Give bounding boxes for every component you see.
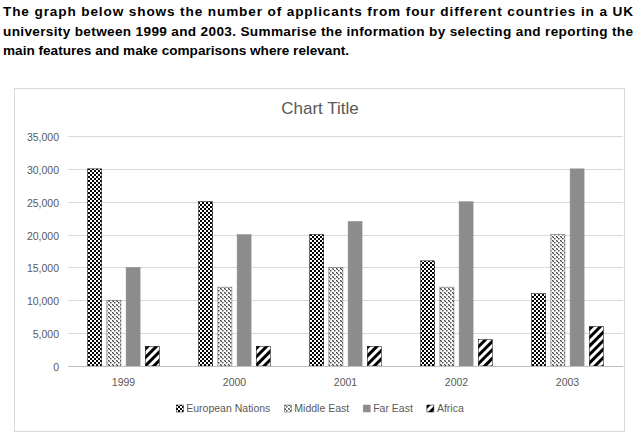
- y-tick-label: 10,000: [27, 295, 59, 307]
- legend: European Nations Middle East Far East Afric…: [176, 402, 464, 414]
- heading-line: The graph below shows the number of appl…: [3, 4, 633, 19]
- x-tick-label: 1999: [112, 376, 136, 388]
- legend-label: European Nations: [186, 402, 270, 414]
- grid-line: [68, 136, 623, 137]
- heading-line: main features and make comparisons where…: [3, 43, 349, 58]
- root: The graph below shows the number of appl…: [0, 0, 640, 441]
- bar: [199, 202, 213, 366]
- chart-frame: [15, 89, 625, 432]
- grid-line: [68, 202, 623, 203]
- bar: [256, 346, 270, 366]
- grid-line: [68, 235, 623, 236]
- bar: [218, 287, 232, 366]
- grid-line: [68, 169, 623, 170]
- chart-title: Chart Title: [281, 99, 358, 118]
- bar: [329, 267, 343, 366]
- x-tick-label: 2001: [334, 376, 358, 388]
- y-tick-label: 0: [53, 361, 59, 373]
- bar: [107, 300, 121, 366]
- bar: [421, 261, 435, 366]
- legend-swatch: [363, 405, 370, 412]
- legend-label: Far East: [373, 402, 413, 414]
- bar: [440, 287, 454, 366]
- bar: [532, 294, 546, 366]
- legend-swatch: [284, 405, 291, 412]
- heading-line: university between 1999 and 2003. Summar…: [3, 24, 633, 39]
- legend-label: Middle East: [294, 402, 349, 414]
- grid-line: [68, 366, 623, 367]
- bar: [551, 235, 565, 366]
- bar: [459, 202, 473, 366]
- y-tick-label: 5,000: [33, 328, 59, 340]
- bar: [237, 235, 251, 366]
- bar: [348, 221, 362, 366]
- bar: [570, 169, 584, 366]
- legend-swatch: [427, 405, 434, 412]
- x-tick-label: 2000: [223, 376, 247, 388]
- canvas: The graph below shows the number of appl…: [0, 0, 640, 441]
- x-tick-label: 2002: [445, 376, 469, 388]
- bars: [88, 169, 604, 366]
- bar: [367, 346, 381, 366]
- bar: [145, 346, 159, 366]
- y-tick-label: 15,000: [27, 262, 59, 274]
- legend-label: Africa: [437, 402, 464, 414]
- grid-line: [68, 267, 623, 268]
- y-tick-label: 35,000: [27, 131, 59, 143]
- x-tick-label: 2003: [556, 376, 580, 388]
- bar: [88, 169, 102, 366]
- bar: [589, 327, 603, 366]
- y-tick-label: 25,000: [27, 197, 59, 209]
- bar: [310, 235, 324, 366]
- y-tick-label: 20,000: [27, 230, 59, 242]
- bar: [478, 340, 492, 366]
- legend-swatch: [176, 405, 183, 412]
- y-tick-label: 30,000: [27, 164, 59, 176]
- bar: [126, 267, 140, 366]
